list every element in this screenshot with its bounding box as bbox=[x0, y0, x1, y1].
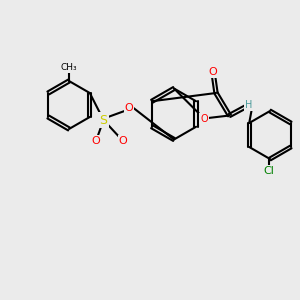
Text: H: H bbox=[245, 100, 253, 110]
Text: Cl: Cl bbox=[263, 166, 274, 176]
Text: O: O bbox=[208, 67, 217, 77]
Text: CH₃: CH₃ bbox=[61, 63, 77, 72]
Text: O: O bbox=[118, 136, 127, 146]
Text: O: O bbox=[92, 136, 100, 146]
Text: O: O bbox=[200, 113, 208, 124]
Text: S: S bbox=[100, 113, 107, 127]
Text: O: O bbox=[124, 103, 134, 113]
